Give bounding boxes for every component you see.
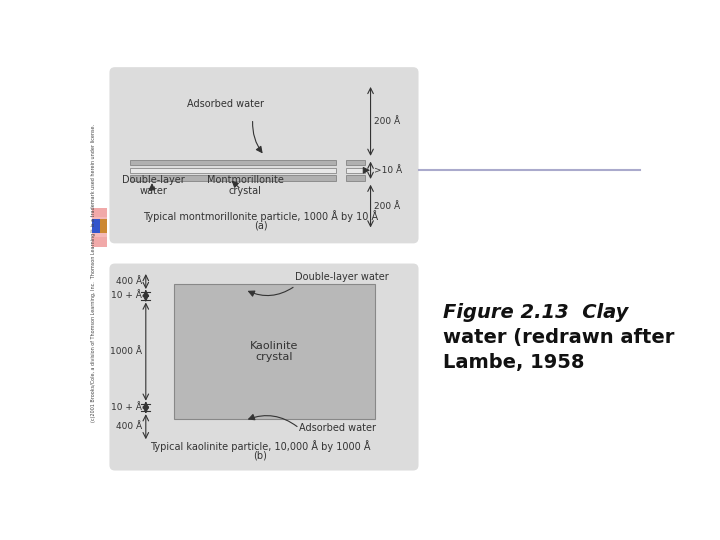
Text: >10 Å: >10 Å bbox=[374, 166, 402, 175]
Bar bbox=[174, 284, 375, 419]
Bar bbox=[130, 176, 336, 181]
Text: Adsorbed water: Adsorbed water bbox=[300, 422, 377, 433]
Bar bbox=[130, 160, 336, 165]
Text: (c)2001 Brooks/Cole, a division of Thomson Learning, Inc.  Thomson Learning™ is : (c)2001 Brooks/Cole, a division of Thoms… bbox=[91, 124, 96, 422]
Text: (a): (a) bbox=[253, 221, 267, 231]
FancyBboxPatch shape bbox=[110, 264, 418, 470]
Text: 10 + Å: 10 + Å bbox=[111, 403, 142, 412]
Text: Typical montmorillonite particle, 1000 Å by 10 Å: Typical montmorillonite particle, 1000 Å… bbox=[143, 211, 378, 222]
Bar bbox=[91, 219, 100, 233]
Text: 400 Å: 400 Å bbox=[116, 277, 142, 286]
Text: Kaolinite
crystal: Kaolinite crystal bbox=[251, 341, 299, 362]
Text: 200 Å: 200 Å bbox=[374, 201, 400, 211]
Bar bbox=[91, 217, 107, 237]
Bar bbox=[346, 160, 365, 165]
Bar bbox=[91, 208, 107, 247]
Text: Double-layer water: Double-layer water bbox=[295, 272, 389, 282]
Bar bbox=[346, 168, 365, 173]
Text: Figure 2.13  Clay: Figure 2.13 Clay bbox=[443, 303, 628, 322]
Text: water (redrawn after: water (redrawn after bbox=[443, 328, 674, 347]
Text: Montmorillonite
crystal: Montmorillonite crystal bbox=[207, 174, 284, 196]
Text: Adsorbed water: Adsorbed water bbox=[187, 99, 264, 109]
Bar bbox=[100, 219, 107, 233]
FancyBboxPatch shape bbox=[110, 68, 418, 242]
Text: 10 + Å: 10 + Å bbox=[111, 291, 142, 300]
Text: 400 Å: 400 Å bbox=[116, 422, 142, 431]
Bar bbox=[130, 168, 336, 173]
Text: (b): (b) bbox=[253, 450, 267, 460]
Text: Double-layer
water: Double-layer water bbox=[122, 174, 185, 196]
Text: Lambe, 1958: Lambe, 1958 bbox=[443, 353, 584, 372]
Bar bbox=[346, 176, 365, 181]
Text: 200 Å: 200 Å bbox=[374, 117, 400, 126]
Text: 1000 Å: 1000 Å bbox=[110, 347, 142, 356]
Text: Typical kaolinite particle, 10,000 Å by 1000 Å: Typical kaolinite particle, 10,000 Å by … bbox=[150, 440, 371, 452]
